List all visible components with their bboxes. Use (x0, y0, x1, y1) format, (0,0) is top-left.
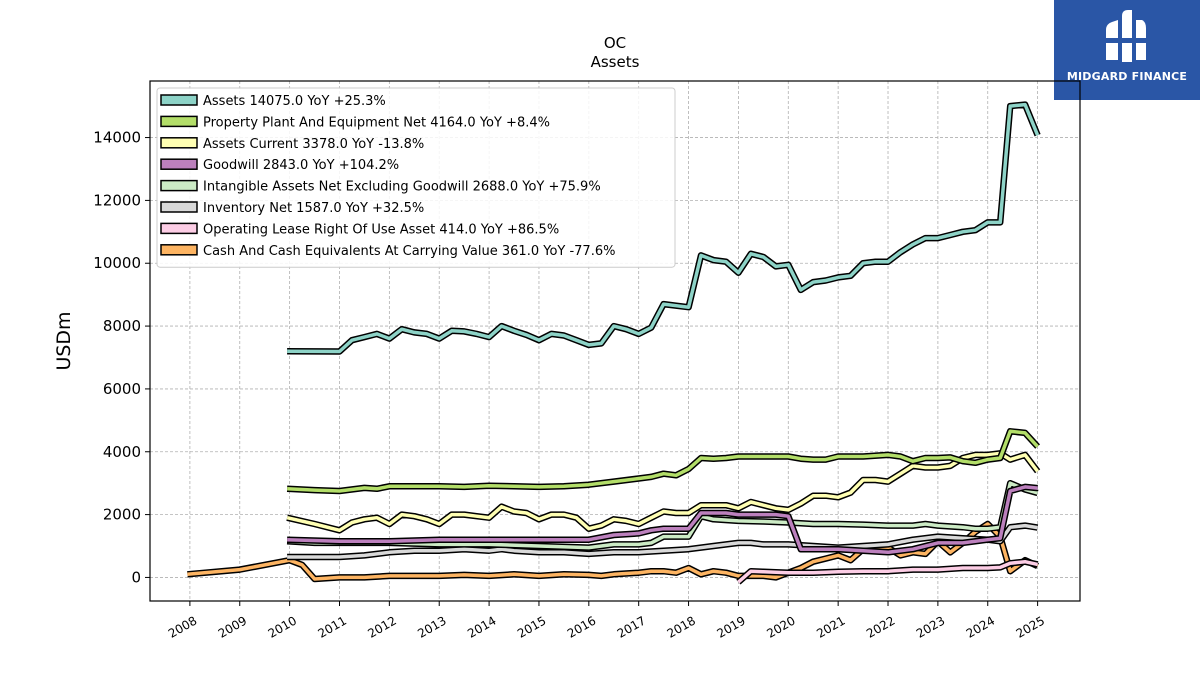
legend-entry: Assets 14075.0 YoY +25.3% (203, 94, 386, 109)
y-tick-label: 2000 (103, 506, 141, 524)
x-tick-label: 2008 (166, 613, 199, 640)
x-tick-label: 2024 (964, 613, 997, 640)
x-tick-label: 2025 (1014, 613, 1047, 640)
series-line (287, 485, 1038, 555)
chart-subtitle: Assets (591, 53, 640, 71)
x-tick-label: 2013 (415, 613, 448, 640)
x-tick-label: 2010 (266, 613, 299, 640)
legend-swatch (160, 115, 198, 128)
legend-entry: Cash And Cash Equivalents At Carrying Va… (203, 244, 615, 259)
series-line (286, 481, 1039, 550)
x-tick-label: 2022 (864, 613, 897, 640)
x-tick-label: 2020 (764, 613, 797, 640)
y-tick-label: 0 (131, 568, 141, 586)
y-axis-label: USDm (53, 311, 75, 370)
legend-swatch (160, 179, 198, 192)
legend-swatch (160, 94, 198, 106)
legend-swatch (160, 222, 198, 235)
legend-entry: Inventory Net 1587.0 YoY +32.5% (203, 201, 424, 216)
x-tick-label: 2018 (665, 613, 698, 640)
x-tick-label: 2021 (814, 613, 847, 640)
series-line (286, 451, 1039, 533)
series-line (737, 559, 1038, 584)
y-tick-label: 6000 (103, 380, 141, 398)
x-tick-label: 2014 (465, 613, 498, 640)
chart-title: OC (604, 34, 626, 52)
x-tick-label: 2016 (565, 613, 598, 640)
legend-swatch (160, 201, 198, 213)
x-tick-label: 2012 (365, 613, 398, 640)
legend-box (156, 87, 676, 268)
series-line (287, 429, 1039, 493)
x-tick-label: 2015 (515, 613, 548, 640)
legend-entry: Goodwill 2843.0 YoY +104.2% (203, 158, 399, 173)
legend-entry: Property Plant And Equipment Net 4164.0 … (203, 115, 550, 130)
legend-entry: Intangible Assets Net Excluding Goodwill… (203, 180, 601, 195)
x-tick-label: 2017 (615, 613, 648, 640)
series-lines (187, 101, 1041, 585)
brand-logo: MIDGARD FINANCE (1054, 0, 1200, 100)
plot-frame (149, 80, 1081, 602)
x-tick-label: 2011 (316, 613, 349, 640)
series-line (287, 102, 1040, 354)
x-tick-label: 2009 (216, 613, 249, 640)
series-outline (286, 450, 1041, 534)
legend-entry: Assets Current 3378.0 YoY -13.8% (203, 137, 424, 152)
series-outline (286, 428, 1041, 495)
legend: Assets 14075.0 YoY +25.3% Property Plant … (156, 87, 676, 268)
legend-entry: Operating Lease Right Of Use Asset 414.0… (203, 222, 559, 237)
x-tick-label: 2023 (914, 613, 947, 640)
series-line (287, 523, 1038, 559)
y-tick-label: 12000 (93, 191, 141, 209)
midgard-logo-icon (1104, 10, 1148, 62)
y-tick-label: 4000 (103, 443, 141, 461)
y-tick-label: 10000 (93, 254, 141, 272)
y-tick-label: 14000 (93, 129, 141, 147)
x-tick-label: 2019 (714, 613, 747, 640)
y-tick-label: 8000 (103, 317, 141, 335)
brand-name: MIDGARD FINANCE (1066, 70, 1188, 83)
legend-swatch (160, 244, 198, 256)
legend-swatch (160, 158, 198, 170)
legend-swatch (160, 137, 198, 149)
